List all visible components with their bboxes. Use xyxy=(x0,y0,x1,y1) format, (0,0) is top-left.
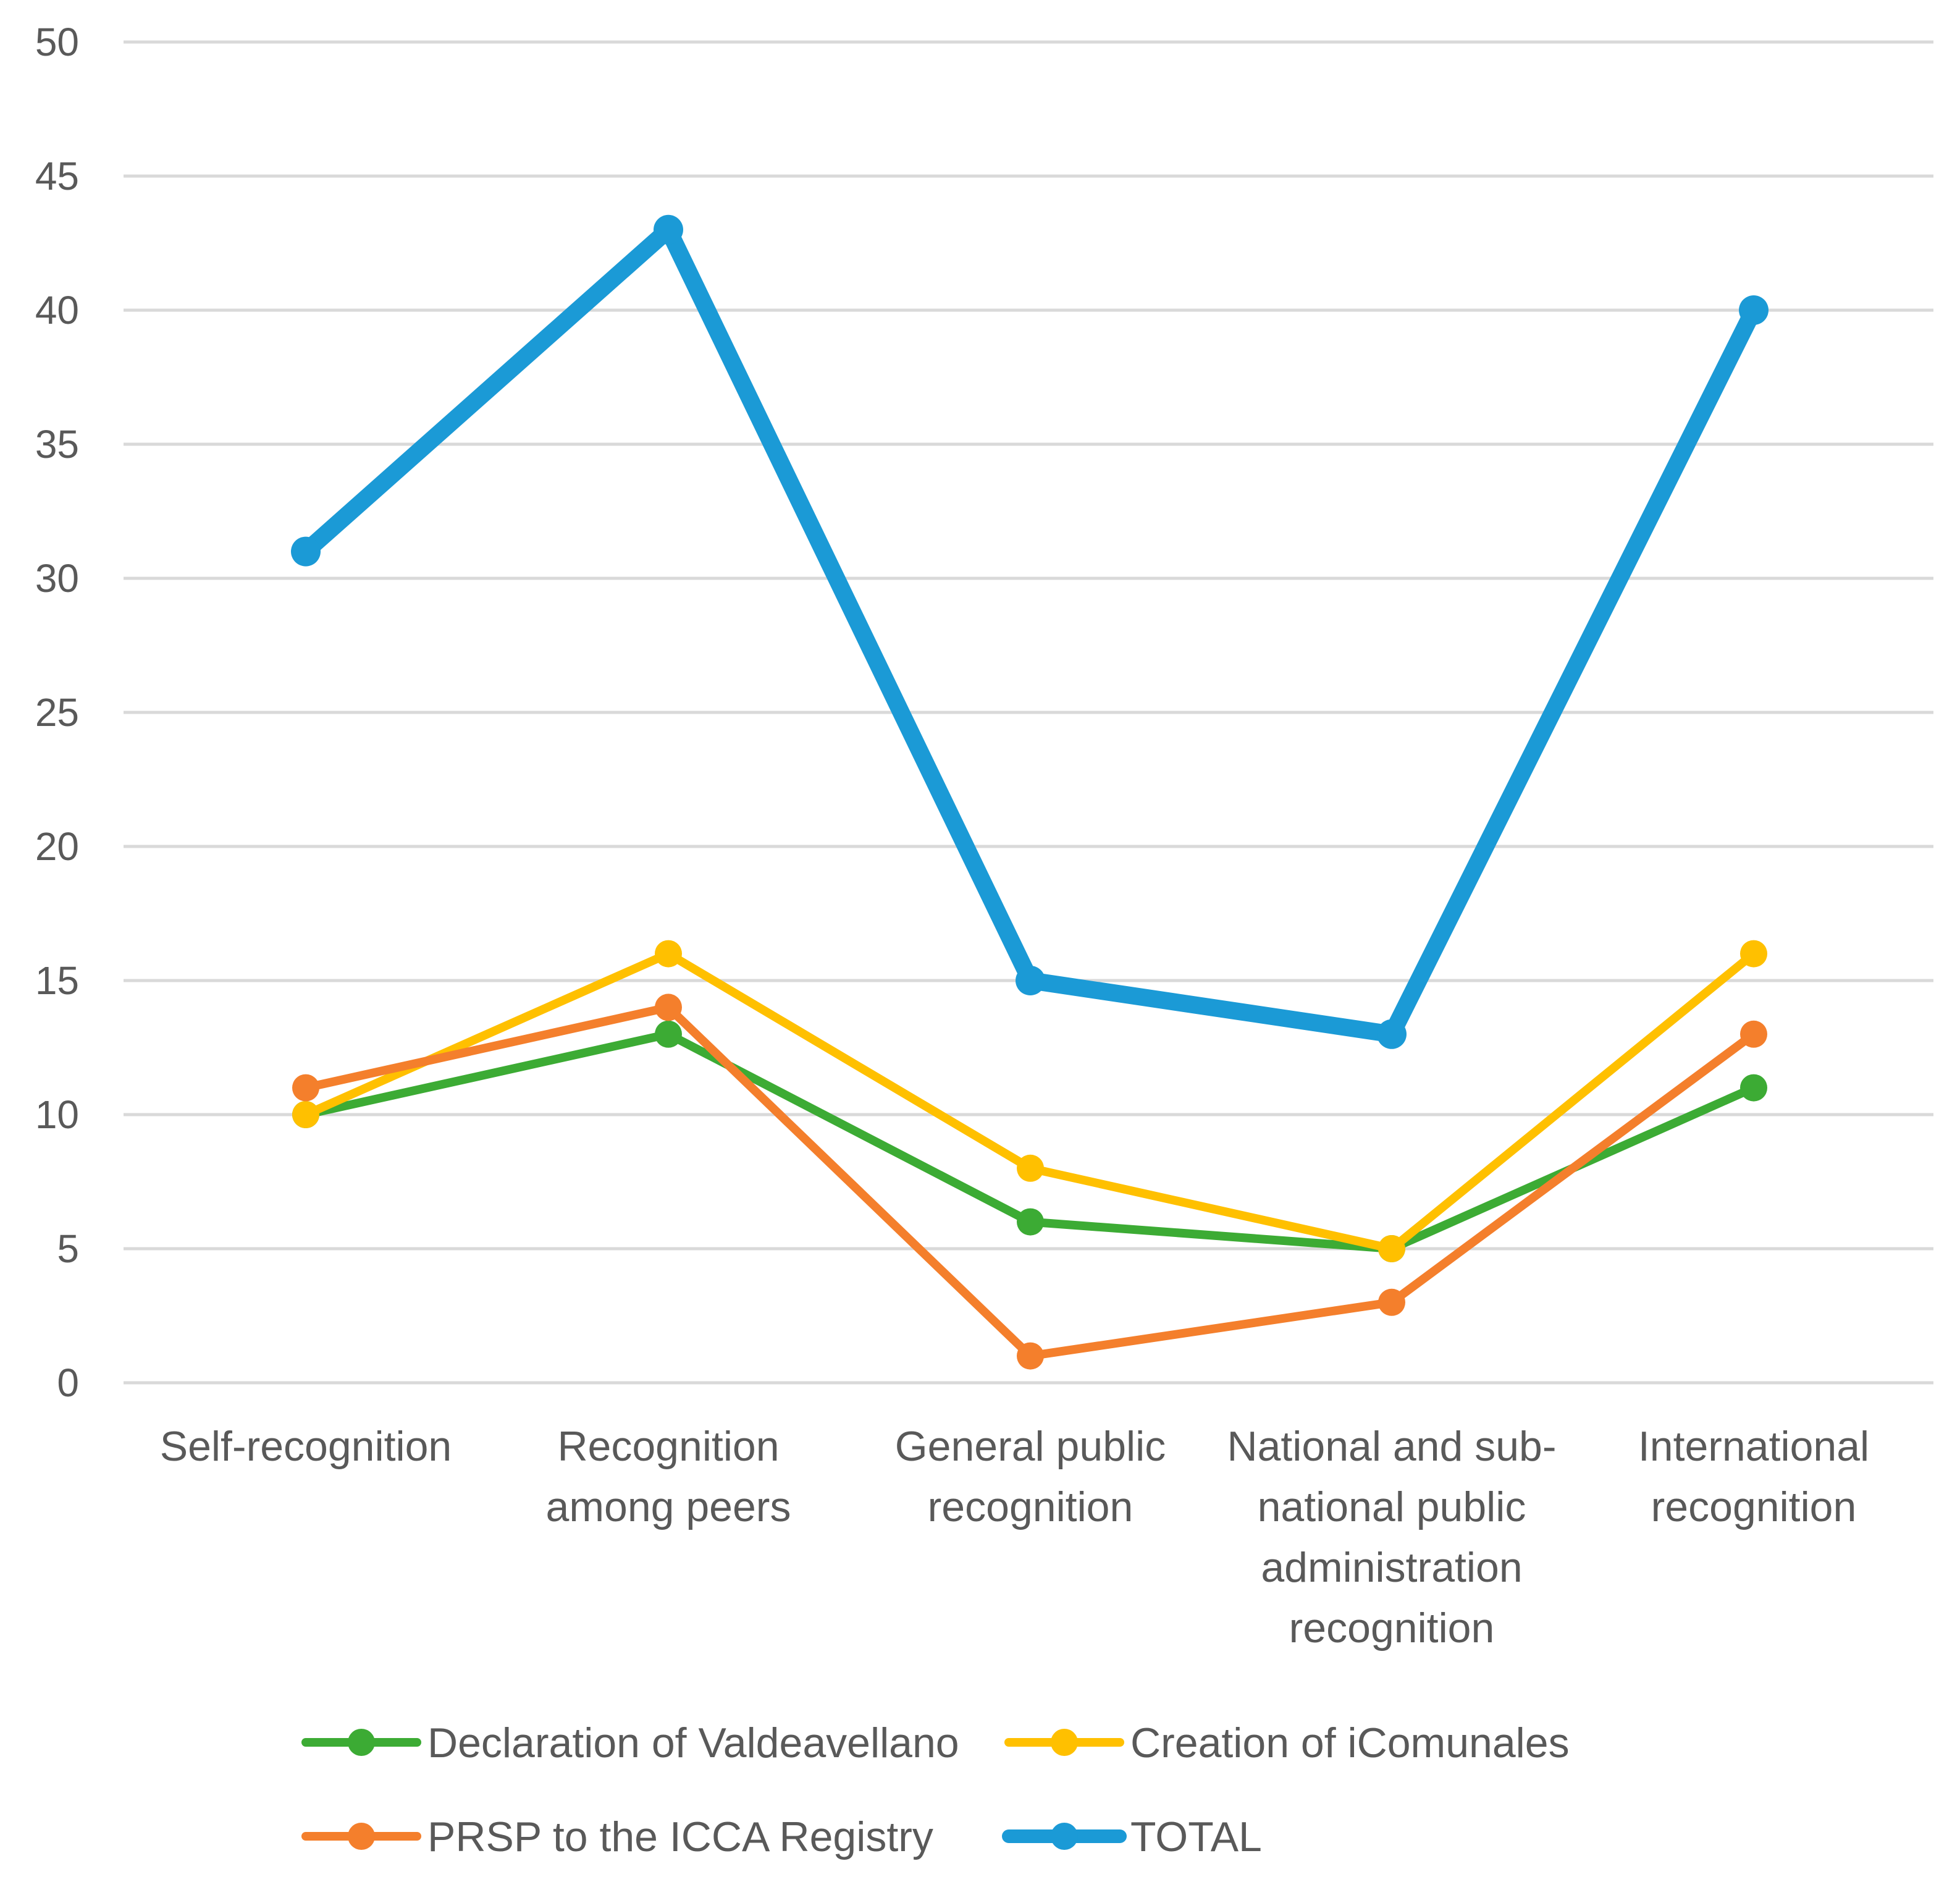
y-tick-label: 30 xyxy=(35,556,79,601)
data-point xyxy=(1377,1019,1407,1049)
legend-label: PRSP to the ICCA Registry xyxy=(427,1813,933,1860)
legend-swatch-marker xyxy=(348,1729,375,1756)
x-category-label: International xyxy=(1638,1423,1869,1470)
legend-item: Creation of iComunales xyxy=(1004,1720,1570,1766)
series-line xyxy=(301,949,1758,1253)
series-1 xyxy=(292,940,1767,1262)
legend-item: Declaration of Valdeavellano xyxy=(301,1720,959,1766)
y-axis: 0 5 10 15 20 25 30 35 40 45 50 xyxy=(35,20,79,1405)
x-category-label: recognition xyxy=(1289,1605,1495,1652)
data-point xyxy=(655,1020,682,1048)
y-tick-label: 10 xyxy=(35,1092,79,1137)
y-tick-label: 40 xyxy=(35,288,79,332)
legend-swatch-marker xyxy=(348,1823,375,1850)
legend-label: TOTAL xyxy=(1130,1813,1262,1860)
data-point xyxy=(1378,1288,1405,1316)
y-tick-label: 20 xyxy=(35,824,79,869)
legend-item: PRSP to the ICCA Registry xyxy=(301,1813,933,1860)
legend-swatch-marker xyxy=(1051,1823,1078,1850)
x-category-label: General public xyxy=(895,1423,1166,1470)
y-tick-label: 45 xyxy=(35,154,79,198)
x-category-label: administration xyxy=(1261,1544,1522,1591)
data-point xyxy=(1740,940,1767,968)
x-category-label: among peers xyxy=(546,1483,791,1530)
x-category-label: Recognition xyxy=(557,1423,779,1470)
data-point xyxy=(1740,1020,1767,1048)
x-category-label: recognition xyxy=(928,1483,1134,1530)
legend-item: TOTAL xyxy=(1002,1813,1262,1860)
legend: Declaration of Valdeavellano Creation of … xyxy=(301,1720,1570,1860)
x-category-label: Self-recognition xyxy=(160,1423,452,1470)
series-2 xyxy=(292,994,1767,1370)
data-point xyxy=(1740,1074,1767,1102)
data-point xyxy=(1017,1154,1044,1182)
series-0 xyxy=(292,1020,1767,1262)
y-tick-label: 15 xyxy=(35,958,79,1003)
x-category-label: National and sub- xyxy=(1227,1423,1556,1470)
data-point xyxy=(1017,1342,1044,1370)
legend-label: Declaration of Valdeavellano xyxy=(427,1720,959,1766)
legend-swatch-marker xyxy=(1051,1729,1078,1756)
y-tick-label: 50 xyxy=(35,20,79,64)
data-point xyxy=(655,994,682,1021)
data-point xyxy=(292,1074,319,1102)
data-point xyxy=(1017,1208,1044,1236)
x-axis: Self-recognition Recognition among peers Ge… xyxy=(160,1423,1869,1652)
grid-layer xyxy=(124,40,1933,1385)
legend-label: Creation of iComunales xyxy=(1130,1720,1570,1766)
series-line xyxy=(297,221,1762,1043)
data-point xyxy=(654,214,683,245)
y-tick-label: 35 xyxy=(35,422,79,466)
x-category-label: national public xyxy=(1258,1483,1526,1530)
data-point xyxy=(655,940,682,968)
data-point xyxy=(291,536,321,567)
y-tick-label: 0 xyxy=(57,1361,79,1405)
data-point xyxy=(1739,295,1769,325)
y-tick-label: 5 xyxy=(57,1226,79,1271)
data-point xyxy=(292,1101,319,1128)
series-layer xyxy=(291,214,1769,1370)
data-point xyxy=(1378,1235,1405,1262)
x-category-label: recognition xyxy=(1651,1483,1857,1530)
y-tick-label: 25 xyxy=(35,690,79,735)
data-point xyxy=(1016,966,1045,995)
series-3 xyxy=(291,214,1769,1049)
